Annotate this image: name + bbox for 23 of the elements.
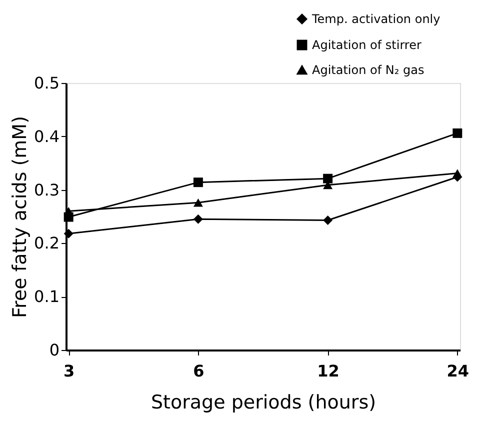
x-axis-title: Storage periods (hours) bbox=[150, 392, 376, 414]
point bbox=[64, 212, 74, 222]
y-tick-label: 0.2 bbox=[34, 234, 60, 253]
point bbox=[64, 228, 74, 238]
point bbox=[193, 178, 203, 188]
point bbox=[452, 128, 462, 138]
point bbox=[193, 214, 203, 224]
y-tick-label: 0.5 bbox=[34, 74, 60, 92]
x-tick-label: 12 bbox=[317, 362, 340, 380]
point bbox=[323, 215, 333, 225]
y-tick-label: 0.3 bbox=[34, 180, 60, 200]
legend-label: Agitation of stirrer bbox=[312, 38, 422, 52]
y-tick-label: 0 bbox=[49, 340, 60, 360]
x-tick-label: 6 bbox=[193, 362, 204, 380]
point bbox=[193, 198, 203, 207]
x-tick-label: 24 bbox=[446, 362, 470, 380]
y-tick-label: 0.1 bbox=[34, 287, 60, 306]
legend-label: Agitation of N₂ gas bbox=[312, 63, 424, 77]
y-axis-title: Free fatty acids (mM) bbox=[9, 116, 32, 318]
legend-label: Temp. activation only bbox=[311, 12, 440, 26]
y-tick-label: 0.4 bbox=[34, 126, 60, 146]
x-tick-label: 3 bbox=[64, 362, 75, 380]
point bbox=[323, 174, 333, 184]
